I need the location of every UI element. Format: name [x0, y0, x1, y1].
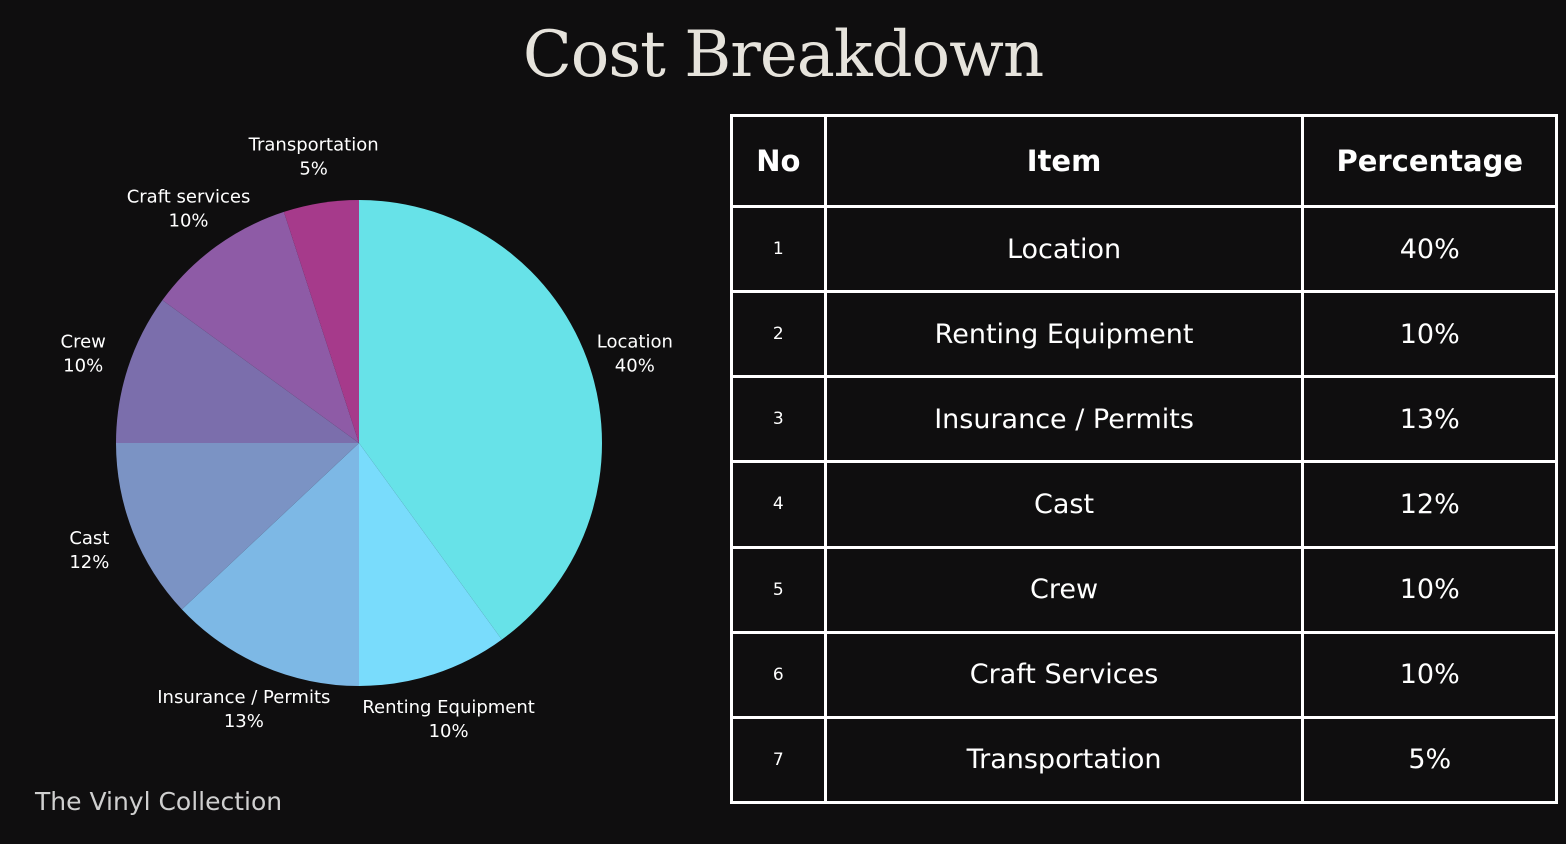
row-no: 4 [730, 460, 827, 549]
row-item: Cast [823, 460, 1305, 549]
footer-brand: The Vinyl Collection [35, 787, 283, 816]
pie-slice-renting-equipment [359, 443, 502, 686]
row-item: Location [823, 204, 1305, 294]
page-title: Cost Breakdown [522, 18, 1044, 92]
pie-chart: Location 40% Renting Equipment 10% Insurance… [61, 135, 673, 742]
pie-label-insurance-permits: Insurance / Permits 13% [157, 687, 330, 732]
pie-label-crew: Crew 10% [61, 331, 106, 376]
row-percentage: 13% [1301, 375, 1558, 464]
header-percentage: Percentage [1301, 114, 1558, 208]
pie-slice-location [359, 200, 602, 640]
pie-slice-cast [116, 443, 359, 610]
row-percentage: 10% [1301, 290, 1558, 379]
row-no: 1 [730, 204, 827, 294]
row-item: Insurance / Permits [823, 375, 1305, 464]
table-row: 5 Crew 10% [730, 545, 1558, 634]
header-no: No [730, 114, 827, 208]
pie-labels: Location 40% Renting Equipment 10% Insurance… [61, 135, 673, 742]
row-item: Crew [823, 545, 1305, 634]
table-row: 7 Transportation 5% [730, 715, 1558, 805]
pie-slice-crew [116, 300, 359, 443]
row-item: Renting Equipment [823, 290, 1305, 379]
pie-label-craft-services: Craft services 10% [127, 186, 251, 231]
pie-slice-transportation [283, 200, 359, 443]
pie-slices [116, 200, 602, 686]
pie-slice-insurance-permits [181, 443, 359, 686]
table-row: 2 Renting Equipment 10% [730, 290, 1558, 379]
row-item: Transportation [823, 715, 1305, 805]
row-percentage: 5% [1301, 715, 1558, 805]
row-percentage: 12% [1301, 460, 1558, 549]
header-item: Item [823, 114, 1305, 208]
cost-table: No Item Percentage 1 Location 40% 2 Rent… [730, 114, 1558, 805]
row-no: 6 [730, 630, 827, 719]
row-percentage: 10% [1301, 630, 1558, 719]
row-no: 2 [730, 290, 827, 379]
table-header-row: No Item Percentage [730, 114, 1558, 208]
table-row: 6 Craft Services 10% [730, 630, 1558, 719]
pie-label-location: Location 40% [597, 331, 673, 376]
row-no: 3 [730, 375, 827, 464]
row-item: Craft Services [823, 630, 1305, 719]
table-row: 4 Cast 12% [730, 460, 1558, 549]
row-percentage: 40% [1301, 204, 1558, 294]
pie-label-renting-equipment: Renting Equipment 10% [362, 697, 535, 742]
table-row: 1 Location 40% [730, 204, 1558, 294]
pie-slice-craft-services [162, 211, 359, 443]
row-no: 5 [730, 545, 827, 634]
row-no: 7 [730, 715, 827, 805]
pie-label-cast: Cast 12% [69, 528, 109, 573]
pie-label-transportation: Transportation 5% [248, 135, 379, 180]
table-row: 3 Insurance / Permits 13% [730, 375, 1558, 464]
row-percentage: 10% [1301, 545, 1558, 634]
